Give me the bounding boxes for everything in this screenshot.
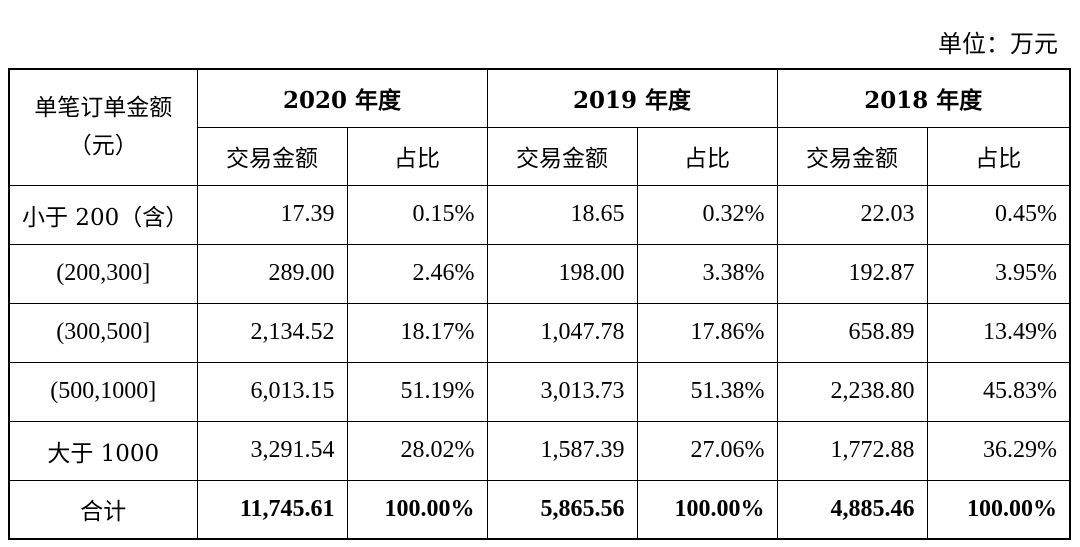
- table-row: 大于 1000 3,291.54 28.02% 1,587.39 27.06% …: [8, 420, 1071, 481]
- cell-ratio: 17.86%: [636, 302, 778, 363]
- total-ratio: 100.00%: [346, 479, 488, 540]
- sub-header-amount: 交易金额: [486, 126, 638, 186]
- cell-ratio: 51.19%: [346, 361, 488, 422]
- total-row: 合计 11,745.61 100.00% 5,865.56 100.00% 4,…: [8, 479, 1071, 540]
- cell-ratio: 51.38%: [636, 361, 778, 422]
- sub-header-ratio: 占比: [346, 126, 488, 186]
- cell-ratio: 45.83%: [926, 361, 1071, 422]
- row-label: (300,500]: [8, 302, 198, 363]
- cell-amount: 17.39: [196, 184, 348, 245]
- total-ratio: 100.00%: [926, 479, 1071, 540]
- row-label: (500,1000]: [8, 361, 198, 422]
- cell-amount: 1,047.78: [486, 302, 638, 363]
- cell-amount: 22.03: [776, 184, 928, 245]
- cell-amount: 3,291.54: [196, 420, 348, 481]
- year-header-2020: 2020 年度: [196, 68, 488, 128]
- cell-ratio: 13.49%: [926, 302, 1071, 363]
- cell-ratio: 0.45%: [926, 184, 1071, 245]
- row-header-line1: 单笔订单金额: [34, 95, 173, 122]
- cell-amount: 289.00: [196, 243, 348, 304]
- total-amount: 11,745.61: [196, 479, 348, 540]
- sub-header-amount: 交易金额: [196, 126, 348, 186]
- cell-amount: 192.87: [776, 243, 928, 304]
- row-label: 大于 1000: [8, 420, 198, 481]
- cell-amount: 1,772.88: [776, 420, 928, 481]
- cell-amount: 2,134.52: [196, 302, 348, 363]
- cell-amount: 2,238.80: [776, 361, 928, 422]
- row-label: 小于 200（含）: [8, 184, 198, 245]
- cell-amount: 1,587.39: [486, 420, 638, 481]
- table-row: (200,300] 289.00 2.46% 198.00 3.38% 192.…: [8, 243, 1071, 304]
- cell-amount: 6,013.15: [196, 361, 348, 422]
- unit-label: 单位：万元: [938, 30, 1058, 58]
- cell-ratio: 18.17%: [346, 302, 488, 363]
- cell-amount: 18.65: [486, 184, 638, 245]
- total-amount: 5,865.56: [486, 479, 638, 540]
- total-amount: 4,885.46: [776, 479, 928, 540]
- order-amount-table: 单笔订单金额 （元） 2020 年度 2019 年度 2018 年度 交易金额 …: [8, 68, 1071, 540]
- cell-ratio: 0.32%: [636, 184, 778, 245]
- cell-ratio: 0.15%: [346, 184, 488, 245]
- sub-header-amount: 交易金额: [776, 126, 928, 186]
- total-label: 合计: [8, 479, 198, 540]
- sub-header-ratio: 占比: [926, 126, 1071, 186]
- year-header-2018: 2018 年度: [776, 68, 1071, 128]
- cell-amount: 198.00: [486, 243, 638, 304]
- cell-amount: 3,013.73: [486, 361, 638, 422]
- row-header: 单笔订单金额 （元）: [8, 68, 198, 186]
- total-ratio: 100.00%: [636, 479, 778, 540]
- year-header-2019: 2019 年度: [486, 68, 778, 128]
- row-label: (200,300]: [8, 243, 198, 304]
- row-header-line2: （元）: [68, 133, 138, 160]
- table-row: (300,500] 2,134.52 18.17% 1,047.78 17.86…: [8, 302, 1071, 363]
- cell-ratio: 27.06%: [636, 420, 778, 481]
- cell-ratio: 3.95%: [926, 243, 1071, 304]
- sub-header-ratio: 占比: [636, 126, 778, 186]
- cell-ratio: 28.02%: [346, 420, 488, 481]
- cell-amount: 658.89: [776, 302, 928, 363]
- cell-ratio: 2.46%: [346, 243, 488, 304]
- table-row: (500,1000] 6,013.15 51.19% 3,013.73 51.3…: [8, 361, 1071, 422]
- table-row: 小于 200（含） 17.39 0.15% 18.65 0.32% 22.03 …: [8, 184, 1071, 245]
- cell-ratio: 3.38%: [636, 243, 778, 304]
- cell-ratio: 36.29%: [926, 420, 1071, 481]
